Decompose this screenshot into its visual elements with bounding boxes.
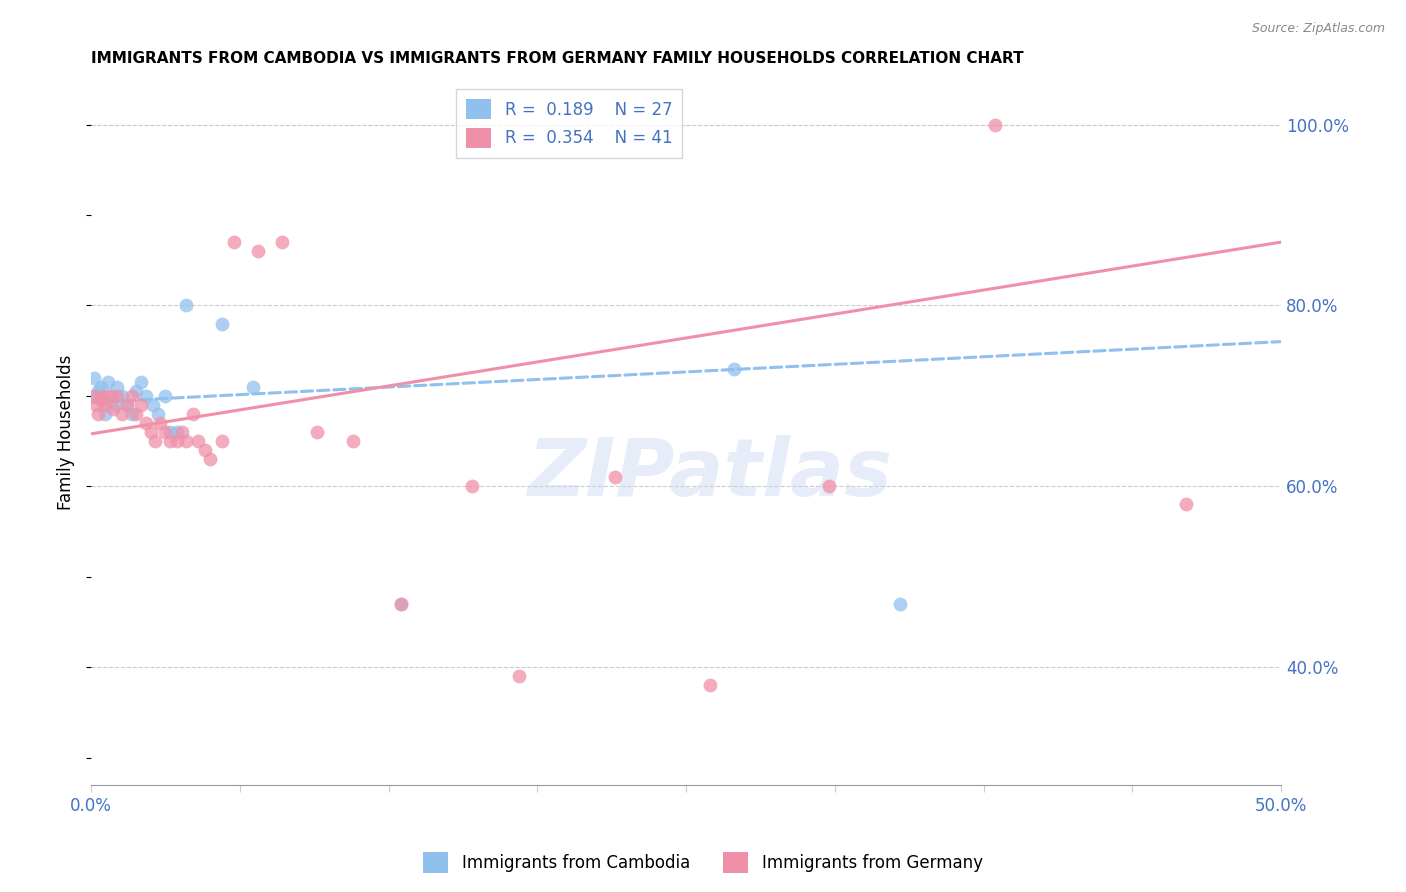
Point (104, 398, 127, 412)
Point (84, 398, 107, 412)
Point (817, 479, 839, 493)
Point (87, 384, 110, 399)
Point (389, 597, 412, 611)
Text: IMMIGRANTS FROM CAMBODIA VS IMMIGRANTS FROM GERMANY FAMILY HOUSEHOLDS CORRELATIO: IMMIGRANTS FROM CAMBODIA VS IMMIGRANTS F… (91, 51, 1024, 66)
Point (699, 678, 721, 692)
Point (101, 402, 124, 417)
Point (94, 407, 117, 421)
Point (211, 434, 233, 449)
Point (115, 398, 138, 412)
Point (1174, 497, 1197, 511)
Point (211, 317, 233, 331)
Point (98, 389, 121, 403)
Legend: R =  0.189    N = 27, R =  0.354    N = 41: R = 0.189 N = 27, R = 0.354 N = 41 (457, 89, 682, 158)
Point (94, 398, 117, 412)
Point (159, 425, 181, 439)
Point (389, 597, 412, 611)
Y-axis label: Family Households: Family Households (58, 354, 75, 509)
Point (166, 425, 188, 439)
Point (111, 389, 134, 403)
Point (603, 470, 626, 484)
Point (176, 298, 198, 312)
Point (307, 425, 329, 439)
Point (105, 389, 128, 403)
Point (135, 416, 157, 430)
Point (183, 407, 205, 421)
Point (90, 393, 112, 408)
Point (129, 376, 152, 390)
Point (91, 389, 114, 403)
Point (91, 393, 114, 408)
Point (142, 398, 165, 412)
Point (198, 452, 221, 467)
Point (187, 434, 209, 449)
Point (83, 389, 105, 403)
Point (125, 407, 148, 421)
Point (145, 434, 167, 449)
Point (170, 425, 193, 439)
Text: ZIPatlas: ZIPatlas (527, 435, 893, 514)
Point (342, 434, 364, 449)
Point (139, 425, 162, 439)
Point (246, 244, 269, 259)
Point (984, 118, 1007, 132)
Point (125, 384, 148, 399)
Point (508, 669, 530, 683)
Point (121, 389, 143, 403)
Point (105, 380, 128, 394)
Point (723, 361, 745, 376)
Point (270, 235, 292, 249)
Point (83, 371, 105, 385)
Point (242, 380, 264, 394)
Point (166, 434, 188, 449)
Point (98, 389, 121, 403)
Point (87, 407, 110, 421)
Point (176, 434, 198, 449)
Point (222, 235, 245, 249)
Point (159, 434, 181, 449)
Legend: Immigrants from Cambodia, Immigrants from Germany: Immigrants from Cambodia, Immigrants fro… (416, 846, 990, 880)
Point (129, 398, 152, 412)
Point (84, 389, 107, 403)
Point (889, 597, 911, 611)
Point (90, 380, 112, 394)
Point (111, 407, 134, 421)
Point (153, 389, 176, 403)
Point (146, 407, 169, 421)
Point (153, 425, 176, 439)
Point (461, 479, 484, 493)
Point (194, 443, 217, 458)
Point (135, 389, 157, 403)
Point (149, 416, 172, 430)
Text: Source: ZipAtlas.com: Source: ZipAtlas.com (1251, 22, 1385, 36)
Point (115, 398, 138, 412)
Point (121, 407, 143, 421)
Point (97, 376, 120, 390)
